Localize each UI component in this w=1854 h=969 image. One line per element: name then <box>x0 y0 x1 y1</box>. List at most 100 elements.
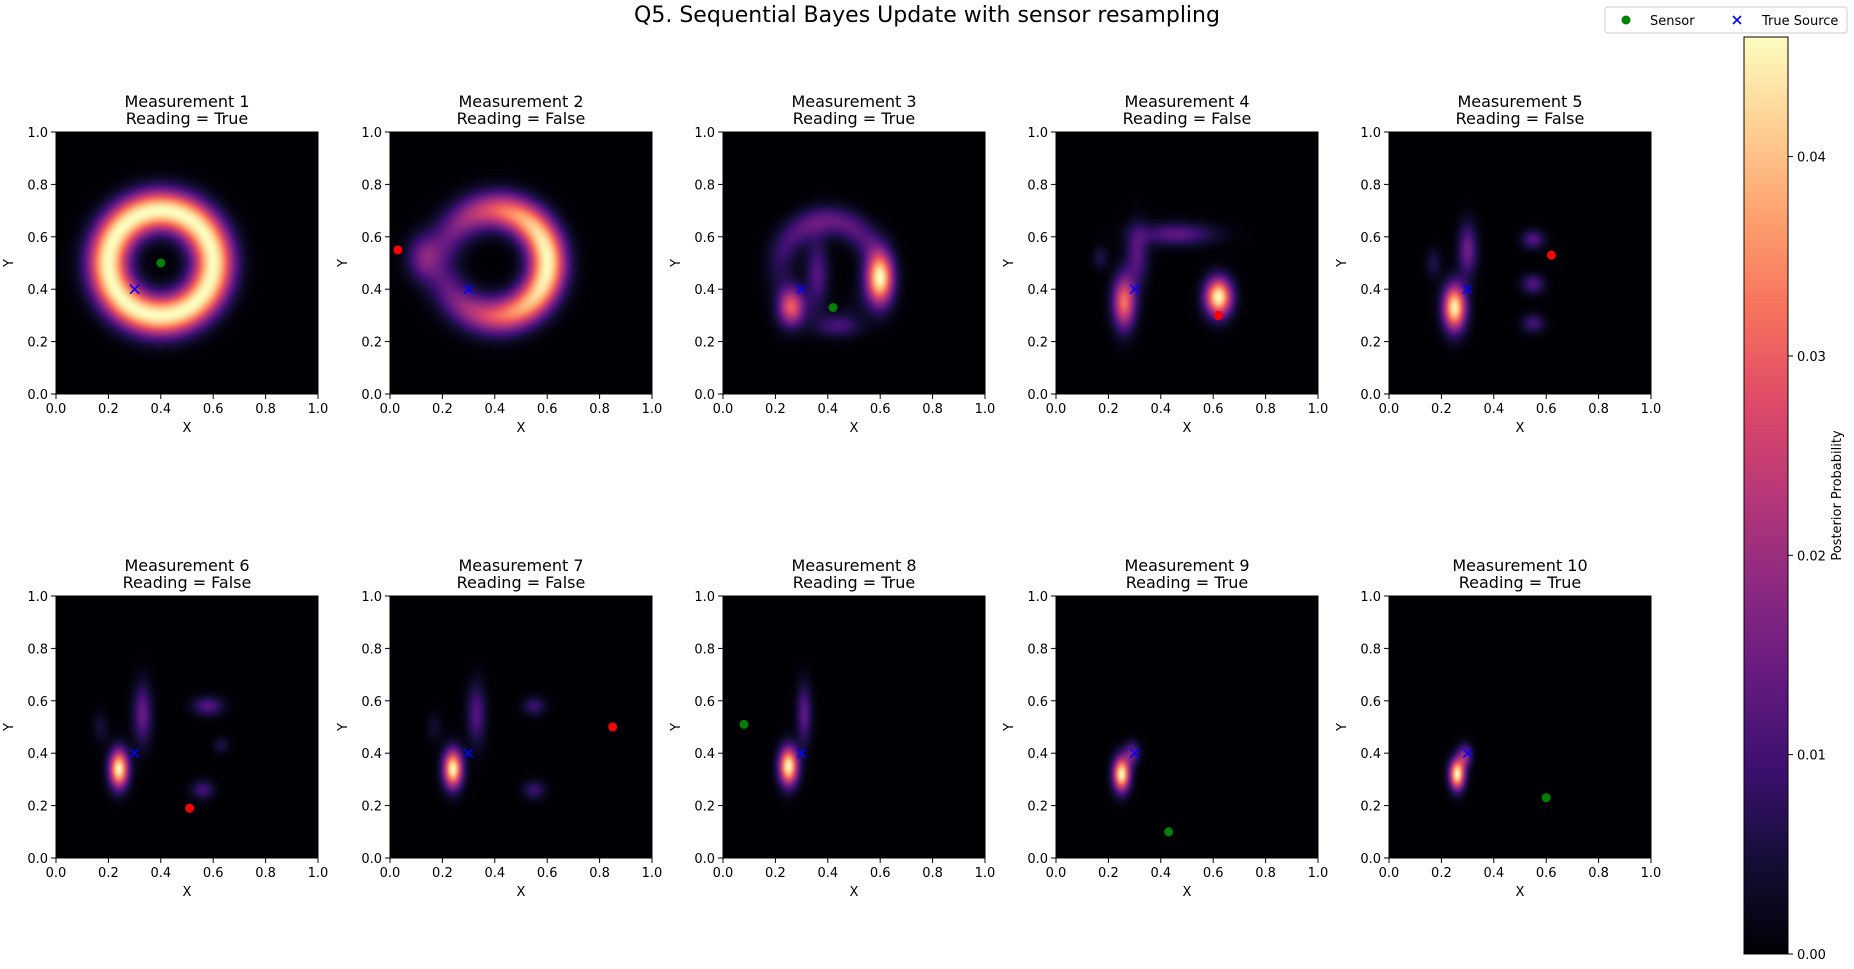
y-axis-label: Y <box>336 259 351 268</box>
y-axis-label: Y <box>1335 259 1350 268</box>
x-tick-label: 0.2 <box>1431 866 1452 881</box>
true-source-marker <box>129 284 140 295</box>
axes-frame <box>389 131 653 395</box>
panel-subtitle: Reading = False <box>1456 109 1585 128</box>
sensor-marker <box>156 258 166 268</box>
y-axis-label: Y <box>669 723 684 732</box>
posterior-heatmap <box>1389 132 1651 394</box>
x-tick-label: 0.2 <box>765 402 786 417</box>
y-tick-label: 0.4 <box>1360 747 1381 762</box>
true-source-stroke <box>463 748 474 759</box>
colorbar-label: Posterior Probability <box>1830 430 1845 561</box>
panel-title: Measurement 1 <box>124 92 249 111</box>
x-tick-label: 0.4 <box>1150 402 1171 417</box>
colorbar-tick-label: 0.01 <box>1797 749 1826 764</box>
x-tick-label: 0.2 <box>432 866 453 881</box>
y-tick-label: 0.2 <box>1027 800 1048 815</box>
x-tick-label: 0.4 <box>1150 866 1171 881</box>
y-tick-label: 0.0 <box>694 852 715 867</box>
true-source-stroke <box>463 284 474 295</box>
figure-title: Q5. Sequential Bayes Update with sensor … <box>634 3 1220 28</box>
panel-title: Measurement 2 <box>458 92 583 111</box>
x-axis-label: X <box>1516 885 1525 900</box>
x-axis-label: X <box>183 421 192 436</box>
y-tick-label: 0.4 <box>27 747 48 762</box>
x-axis-label: X <box>1516 421 1525 436</box>
x-tick-label: 0.4 <box>484 402 505 417</box>
y-tick-label: 1.0 <box>1027 590 1048 605</box>
true-source-marker <box>129 748 140 759</box>
y-axis-label: Y <box>336 723 351 732</box>
x-tick-label: 1.0 <box>308 402 329 417</box>
y-tick-label: 0.4 <box>27 283 48 298</box>
y-tick-label: 0.4 <box>694 747 715 762</box>
x-tick-label: 0.2 <box>98 866 119 881</box>
x-tick-label: 0.4 <box>150 866 171 881</box>
true-source-stroke <box>1462 748 1473 759</box>
x-tick-label: 0.8 <box>589 866 610 881</box>
x-tick-label: 0.6 <box>1203 402 1224 417</box>
colorbar: 0.00 0.01 0.02 0.03 0.04 Posterior Probabilit… <box>1743 36 1845 963</box>
y-tick-label: 0.0 <box>361 388 382 403</box>
y-tick-label: 0.6 <box>1027 695 1048 710</box>
axes-frame <box>1055 131 1319 395</box>
panel-subtitle: Reading = True <box>793 109 916 128</box>
y-tick-label: 0.8 <box>1027 642 1048 657</box>
true-source-marker <box>796 748 807 759</box>
posterior-heatmap <box>1056 596 1318 858</box>
x-tick-label: 1.0 <box>975 866 996 881</box>
x-tick-label: 0.6 <box>203 866 224 881</box>
x-axis-label: X <box>517 885 526 900</box>
y-axis-label: Y <box>669 259 684 268</box>
y-tick-label: 0.0 <box>361 852 382 867</box>
sensor-marker <box>1546 250 1556 260</box>
panel-title: Measurement 7 <box>458 556 583 575</box>
x-tick-label: 1.0 <box>1641 866 1662 881</box>
y-tick-label: 0.8 <box>27 178 48 193</box>
true-source-marker <box>463 284 474 295</box>
x-tick-label: 0.6 <box>1203 866 1224 881</box>
posterior-heatmap <box>1056 132 1318 394</box>
y-tick-label: 1.0 <box>1360 590 1381 605</box>
y-tick-label: 0.6 <box>27 231 48 246</box>
panel-subtitle: Reading = False <box>457 109 586 128</box>
true-source-marker <box>1462 748 1473 759</box>
y-tick-label: 0.4 <box>1360 283 1381 298</box>
y-tick-label: 1.0 <box>361 126 382 141</box>
y-tick-label: 0.2 <box>694 800 715 815</box>
x-tick-label: 0.4 <box>817 402 838 417</box>
panel-subtitle: Reading = False <box>123 573 252 592</box>
y-tick-label: 0.6 <box>361 231 382 246</box>
y-tick-label: 0.4 <box>1027 747 1048 762</box>
x-tick-label: 0.8 <box>255 402 276 417</box>
y-tick-label: 1.0 <box>361 590 382 605</box>
colorbar-tick-label: 0.04 <box>1797 151 1826 166</box>
colorbar-tick-label: 0.00 <box>1797 948 1826 963</box>
panel-title: Measurement 9 <box>1124 556 1249 575</box>
x-axis-label: X <box>850 885 859 900</box>
posterior-heatmap <box>56 596 318 858</box>
x-tick-label: 0.8 <box>922 866 943 881</box>
axes-frame <box>722 131 986 395</box>
posterior-heatmap <box>1389 596 1651 858</box>
x-tick-label: 0.4 <box>817 866 838 881</box>
x-tick-label: 1.0 <box>308 866 329 881</box>
y-tick-label: 0.4 <box>361 283 382 298</box>
x-axis-label: X <box>850 421 859 436</box>
x-tick-label: 0.6 <box>870 866 891 881</box>
x-tick-label: 0.2 <box>98 402 119 417</box>
axes-frame <box>722 595 986 859</box>
sensor-marker <box>739 719 749 729</box>
x-tick-label: 0.6 <box>203 402 224 417</box>
y-tick-label: 0.6 <box>361 695 382 710</box>
y-axis-label: Y <box>1335 723 1350 732</box>
x-tick-label: 1.0 <box>1641 402 1662 417</box>
y-tick-label: 0.0 <box>27 388 48 403</box>
x-tick-label: 0.0 <box>713 866 734 881</box>
